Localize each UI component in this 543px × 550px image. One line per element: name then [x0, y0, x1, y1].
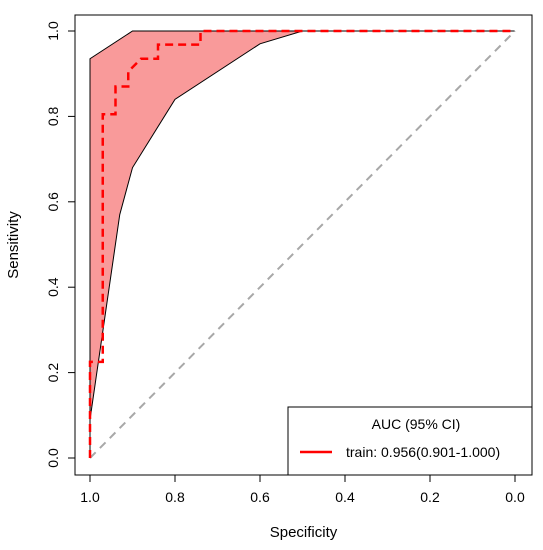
legend: AUC (95% CI) train: 0.956(0.901-1.000) — [287, 406, 533, 476]
y-axis-title: Sensitivity — [5, 211, 22, 279]
y-tick-label: 0.4 — [45, 277, 61, 297]
y-tick-label: 0.6 — [45, 192, 61, 212]
x-tick-label: 0.4 — [335, 489, 355, 505]
y-tick-label: 0.0 — [45, 448, 61, 468]
series-layer — [88, 29, 515, 458]
x-tick-label: 0.2 — [420, 489, 440, 505]
y-tick-label: 1.0 — [45, 21, 61, 41]
x-tick-label: 0.6 — [250, 489, 270, 505]
x-tick-label: 1.0 — [80, 489, 100, 505]
x-tick-label: 0.0 — [505, 489, 525, 505]
y-axis: 0.0 0.2 0.4 0.6 0.8 1.0 — [45, 21, 76, 468]
y-tick-label: 0.8 — [45, 106, 61, 126]
y-tick-label: 0.2 — [45, 363, 61, 383]
confidence-band-lower — [89, 30, 515, 420]
x-axis: 1.0 0.8 0.6 0.4 0.2 0.0 — [80, 474, 525, 505]
confidence-band — [90, 31, 515, 458]
reference-line — [89, 30, 516, 459]
x-axis-title: Specificity — [270, 524, 338, 541]
legend-label-train: train: 0.956(0.901-1.000) — [346, 444, 500, 460]
legend-box — [287, 406, 533, 476]
x-tick-label: 0.8 — [165, 489, 185, 505]
roc-curve-series-0 — [88, 29, 515, 458]
legend-title: AUC (95% CI) — [372, 416, 461, 432]
reference-line-layer — [89, 30, 516, 459]
